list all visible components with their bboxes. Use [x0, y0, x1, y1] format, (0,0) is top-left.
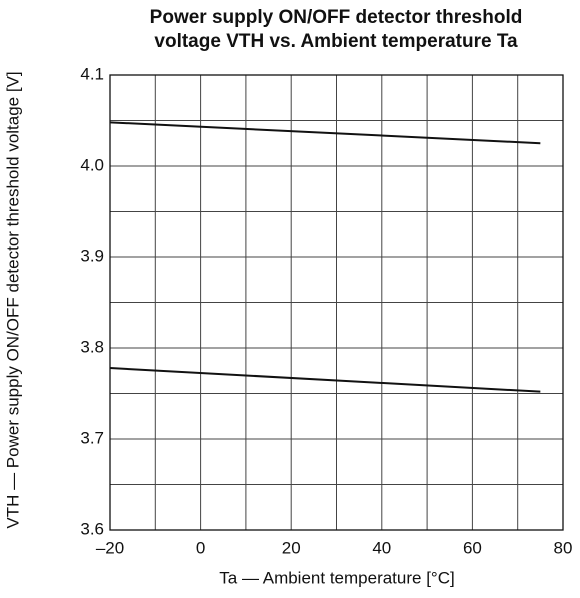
plot-frame [109, 74, 564, 531]
y-tick-label: 4.1 [80, 64, 104, 83]
y-tick-label: 3.7 [80, 428, 104, 447]
chart-title: Power supply ON/OFF detector threshold [150, 7, 523, 28]
x-tick-label: 40 [372, 538, 391, 557]
chart-title: voltage VTH vs. Ambient temperature Ta [154, 31, 518, 52]
x-tick-label: 20 [282, 538, 301, 557]
x-tick-label: 60 [463, 538, 482, 557]
x-tick-label: 80 [554, 538, 573, 557]
x-axis-label: Ta — Ambient temperature [°C] [219, 568, 454, 587]
y-tick-label: 3.6 [80, 519, 104, 538]
x-tick-label: –20 [96, 538, 124, 557]
y-tick-label: 3.8 [80, 337, 104, 356]
y-tick-label: 3.9 [80, 246, 104, 265]
line [109, 367, 541, 393]
x-tick-label: 0 [196, 538, 205, 557]
y-axis-label: VTH — Power supply ON/OFF detector thres… [3, 71, 22, 528]
y-tick-label: 4.0 [80, 155, 104, 174]
line [109, 121, 541, 145]
